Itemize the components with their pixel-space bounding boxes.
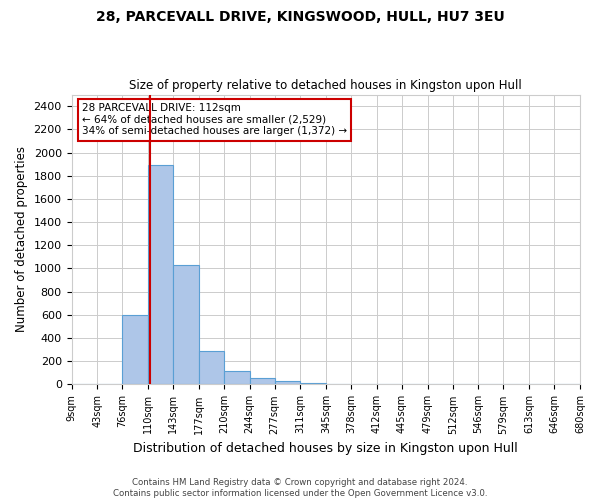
Bar — [122, 315, 148, 384]
Bar — [148, 166, 173, 384]
Bar — [199, 351, 224, 384]
Bar — [173, 265, 199, 384]
X-axis label: Distribution of detached houses by size in Kingston upon Hull: Distribution of detached houses by size … — [133, 442, 518, 455]
Text: Contains HM Land Registry data © Crown copyright and database right 2024.
Contai: Contains HM Land Registry data © Crown c… — [113, 478, 487, 498]
Bar — [275, 381, 301, 384]
Y-axis label: Number of detached properties: Number of detached properties — [15, 146, 28, 332]
Bar — [250, 378, 275, 384]
Bar — [224, 371, 250, 384]
Text: 28 PARCEVALL DRIVE: 112sqm
← 64% of detached houses are smaller (2,529)
34% of s: 28 PARCEVALL DRIVE: 112sqm ← 64% of deta… — [82, 104, 347, 136]
Text: 28, PARCEVALL DRIVE, KINGSWOOD, HULL, HU7 3EU: 28, PARCEVALL DRIVE, KINGSWOOD, HULL, HU… — [95, 10, 505, 24]
Title: Size of property relative to detached houses in Kingston upon Hull: Size of property relative to detached ho… — [130, 79, 522, 92]
